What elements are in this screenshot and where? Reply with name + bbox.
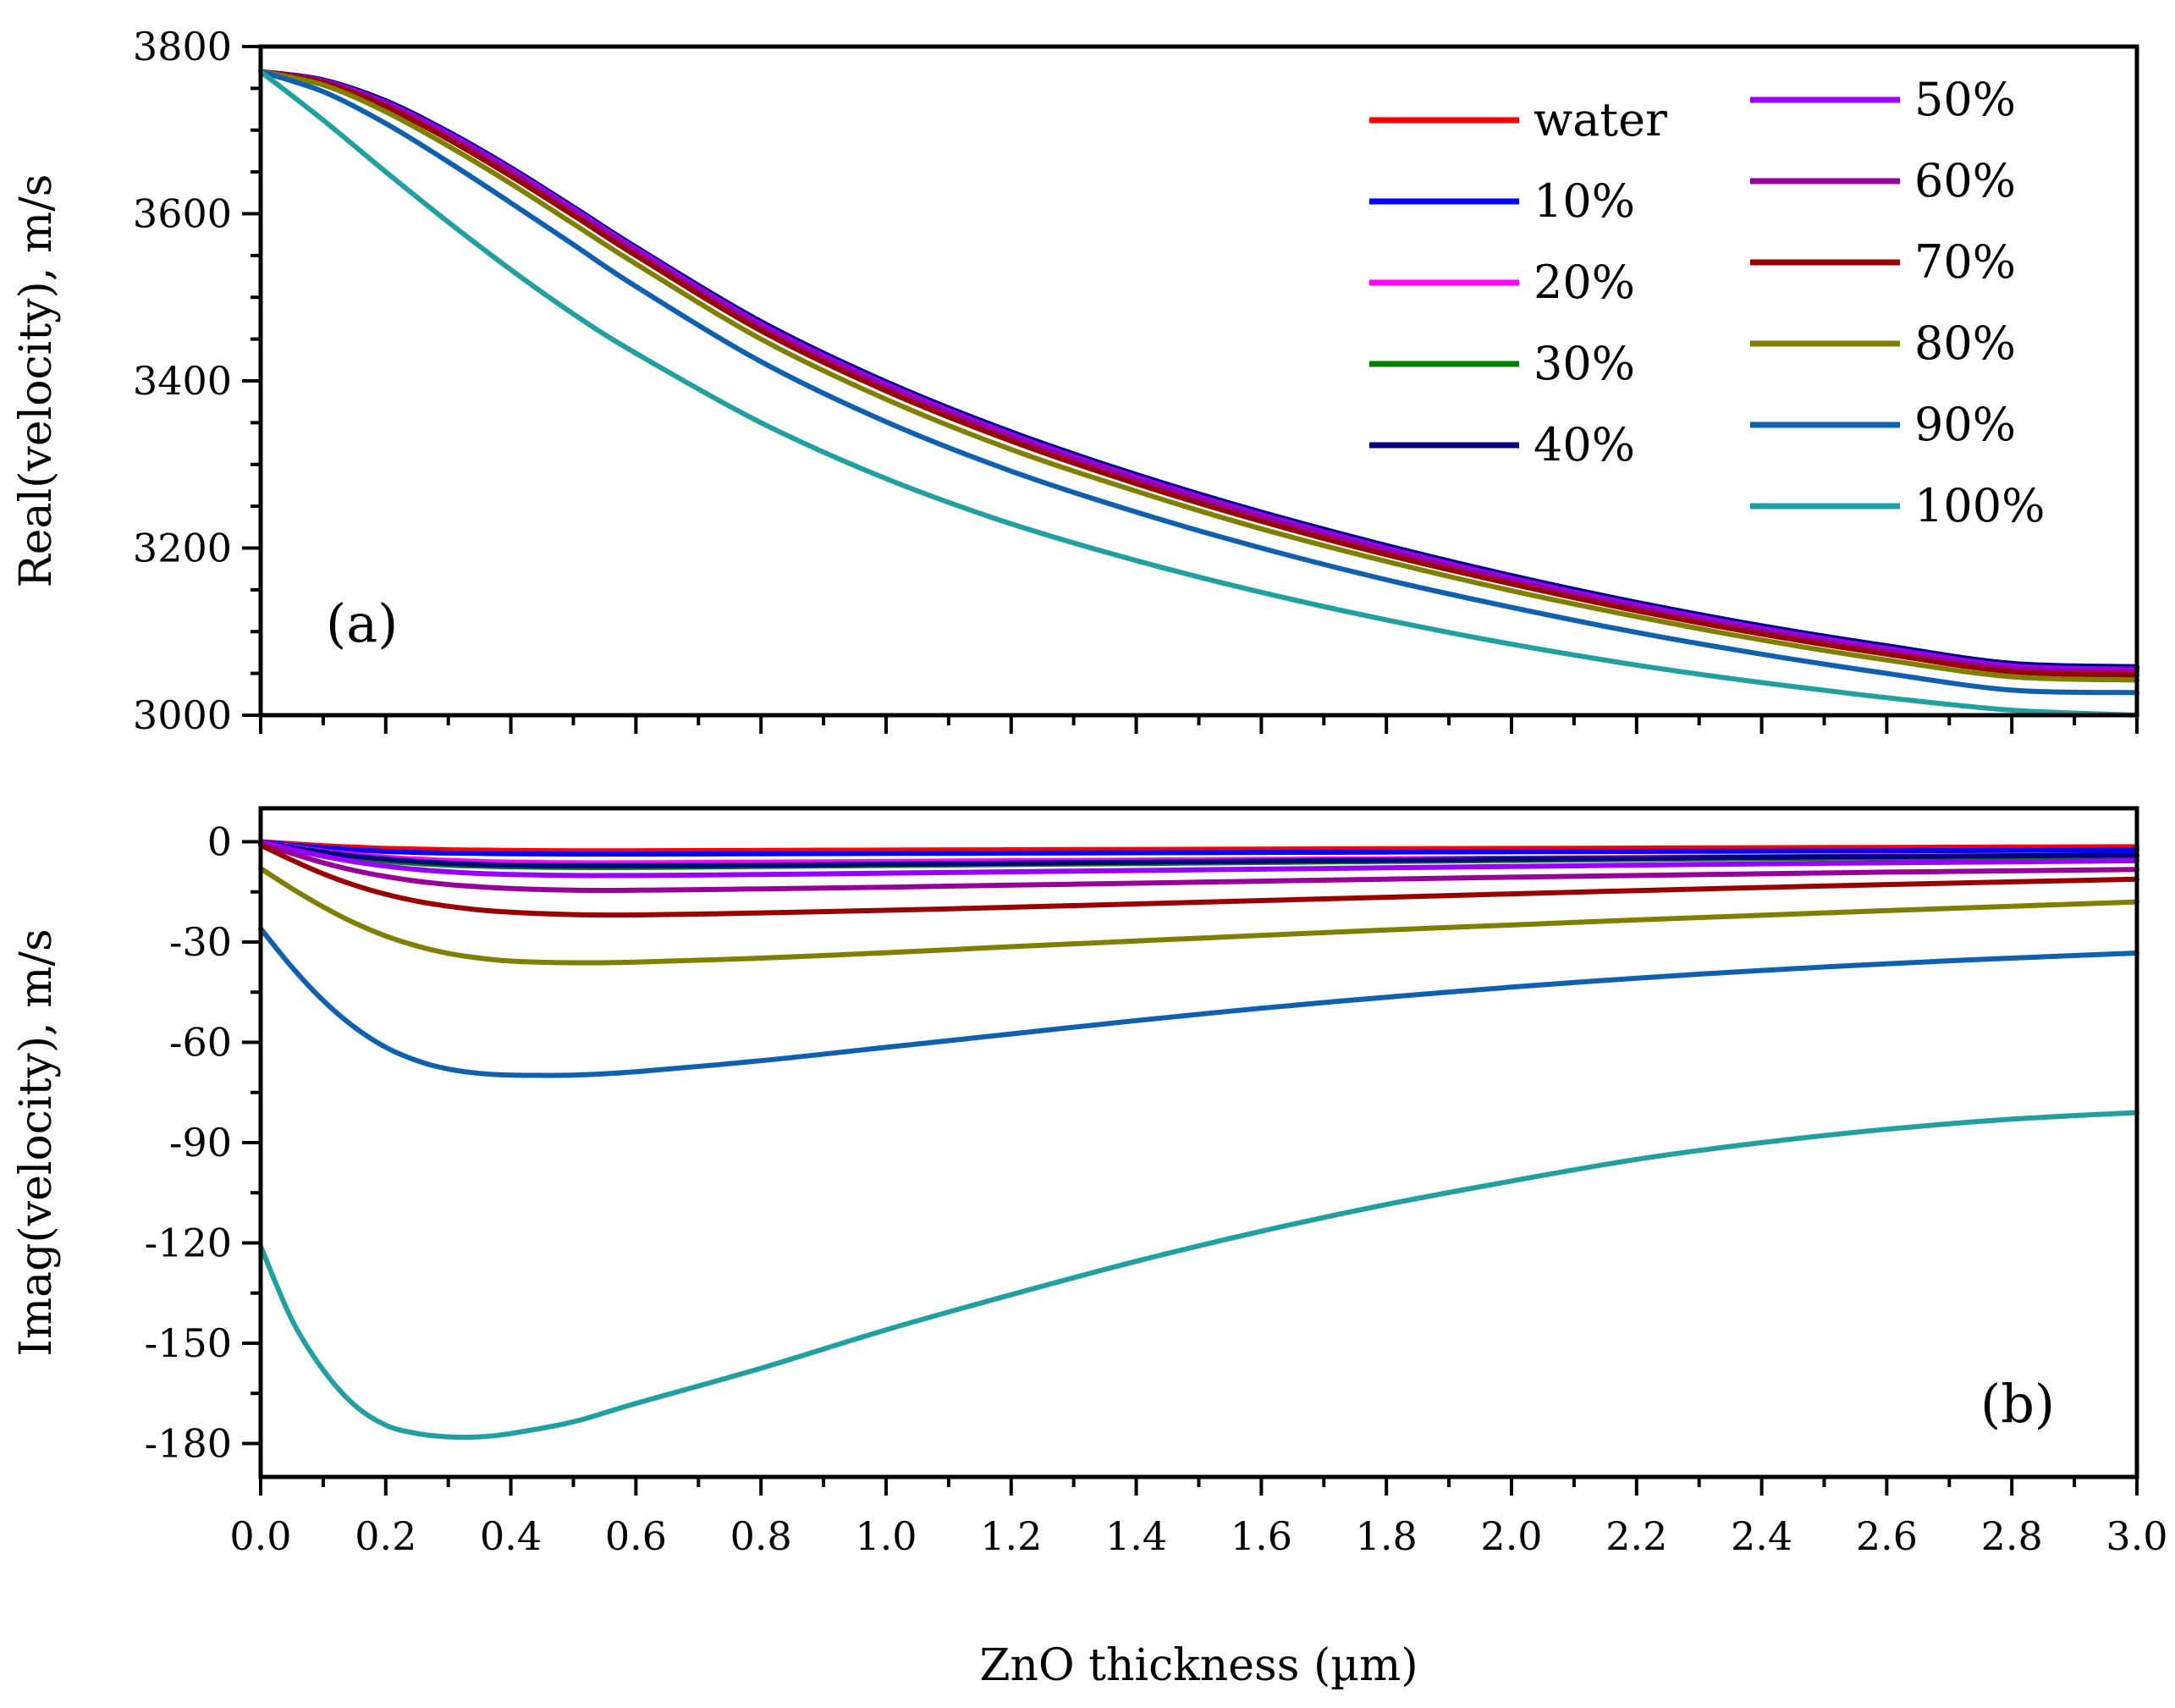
panel-b-tick-labels: 0 -30 -60 -90 -120 -150 -180 0.0 0.2 0.4 0.6 0.8 1.0… bbox=[145, 819, 2168, 1560]
panel-b-series-100pct bbox=[258, 1110, 2139, 1441]
x-tick-label: 2.8 bbox=[1981, 1513, 2043, 1559]
y-tick-label: 3400 bbox=[133, 358, 232, 404]
x-tick-label: 2.0 bbox=[1480, 1513, 1542, 1559]
panel-a-tick-labels: 3000 3200 3400 3600 3800 bbox=[133, 24, 232, 738]
legend-label: 90% bbox=[1914, 398, 2016, 451]
panel-b-series-90pct bbox=[258, 926, 2139, 1078]
legend-item: 80% bbox=[1750, 317, 2016, 370]
panel-a-label: (a) bbox=[326, 592, 398, 654]
x-axis-title: ZnO thickness (µm) bbox=[979, 1640, 1418, 1691]
legend-item: 20% bbox=[1369, 256, 1635, 309]
x-tick-label: 1.8 bbox=[1356, 1513, 1418, 1559]
x-tick-label: 0.8 bbox=[730, 1513, 792, 1559]
y-tick-label: -90 bbox=[169, 1120, 232, 1165]
legend-item: 90% bbox=[1750, 398, 2016, 451]
legend-item: 100% bbox=[1750, 479, 2045, 532]
panel-b-series-60pct bbox=[258, 840, 2139, 893]
panel-b-series-80pct bbox=[258, 866, 2139, 966]
legend-label: 50% bbox=[1914, 73, 2016, 126]
panel-a-series-90pct bbox=[258, 69, 2139, 696]
panel-b: 0 -30 -60 -90 -120 -150 -180 0.0 0.2 0.4 0.6 0.8 1.0… bbox=[11, 806, 2168, 1691]
legend-item: 50% bbox=[1750, 73, 2016, 126]
panel-a-series-100pct bbox=[258, 69, 2139, 718]
panel-b-series-40pct bbox=[258, 839, 2139, 869]
legend: water 10% 20% 30% 40% 50% 60% 70% 80% 90% 100% bbox=[1369, 73, 2045, 532]
x-tick-label: 1.4 bbox=[1105, 1513, 1167, 1559]
panel-b-series-10pct bbox=[258, 839, 2139, 857]
panel-a-series-80pct bbox=[258, 69, 2139, 683]
panel-b-series-70pct bbox=[258, 842, 2139, 918]
legend-item: 70% bbox=[1750, 235, 2016, 289]
legend-label: 60% bbox=[1914, 154, 2016, 207]
x-tick-label: 1.2 bbox=[980, 1513, 1042, 1559]
panel-b-y-axis-title: Imag(velocity), m/s bbox=[11, 928, 62, 1356]
panel-b-series-water bbox=[258, 839, 2139, 854]
panel-b-series-50pct bbox=[258, 839, 2139, 879]
x-tick-label: 2.2 bbox=[1605, 1513, 1667, 1559]
legend-label: 10% bbox=[1534, 174, 1635, 228]
panel-a: 3000 3200 3400 3600 3800 Real(velocity), m/s… bbox=[11, 24, 2139, 738]
panel-a-series bbox=[258, 69, 2139, 718]
legend-label: 20% bbox=[1534, 256, 1635, 309]
legend-label: 40% bbox=[1534, 418, 1635, 471]
y-tick-label: -120 bbox=[145, 1220, 232, 1266]
legend-label: water bbox=[1534, 93, 1667, 146]
y-tick-label: 3000 bbox=[133, 692, 232, 738]
legend-item: 40% bbox=[1369, 418, 1635, 471]
x-tick-label: 1.0 bbox=[855, 1513, 917, 1559]
legend-item: 60% bbox=[1750, 154, 2016, 207]
panel-a-series-60pct bbox=[258, 69, 2139, 675]
x-tick-label: 3.0 bbox=[2106, 1513, 2167, 1559]
x-tick-label: 0.0 bbox=[229, 1513, 291, 1559]
y-tick-label: 0 bbox=[207, 819, 232, 865]
panel-b-series bbox=[258, 839, 2139, 1441]
panel-a-series-70pct bbox=[258, 69, 2139, 678]
x-tick-label: 2.6 bbox=[1856, 1513, 1918, 1559]
y-tick-label: -30 bbox=[169, 919, 232, 965]
x-tick-label: 2.4 bbox=[1731, 1513, 1792, 1559]
x-tick-label: 0.6 bbox=[605, 1513, 667, 1559]
legend-label: 80% bbox=[1914, 317, 2016, 370]
legend-label: 70% bbox=[1914, 235, 2016, 289]
legend-item: 30% bbox=[1369, 337, 1635, 390]
y-tick-label: 3200 bbox=[133, 526, 232, 571]
y-tick-label: -150 bbox=[145, 1320, 232, 1366]
x-tick-label: 0.2 bbox=[355, 1513, 416, 1559]
legend-label: 30% bbox=[1534, 337, 1635, 390]
legend-item: 10% bbox=[1369, 174, 1635, 228]
legend-item: water bbox=[1369, 93, 1667, 146]
y-tick-label: 3600 bbox=[133, 191, 232, 237]
panel-a-y-axis-title: Real(velocity), m/s bbox=[11, 174, 62, 588]
panel-b-frame bbox=[258, 806, 2139, 1479]
y-tick-label: -180 bbox=[145, 1421, 232, 1467]
legend-label: 100% bbox=[1914, 479, 2045, 532]
y-tick-label: 3800 bbox=[133, 24, 232, 69]
x-tick-label: 0.4 bbox=[480, 1513, 542, 1559]
x-tick-label: 1.6 bbox=[1231, 1513, 1292, 1559]
y-tick-label: -60 bbox=[169, 1020, 232, 1066]
panel-a-frame bbox=[258, 44, 2139, 718]
panel-b-label: (b) bbox=[1980, 1373, 2055, 1435]
